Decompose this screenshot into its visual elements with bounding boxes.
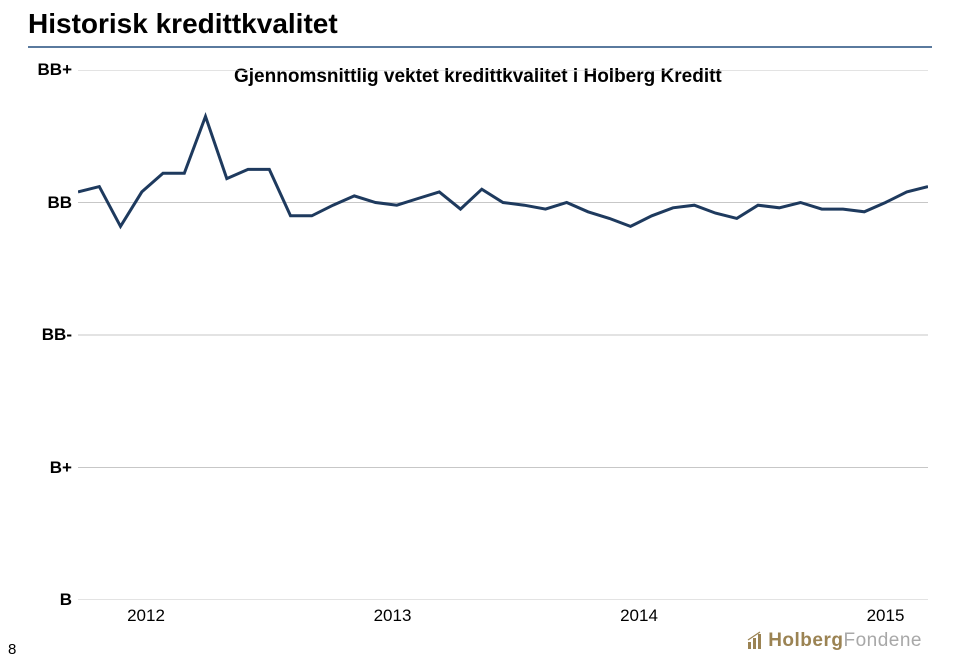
logo-text: HolbergFondene: [768, 630, 922, 652]
logo-icon: [746, 631, 766, 651]
y-tick-label: B: [60, 590, 72, 610]
y-axis: BB+BBBB-B+B: [28, 70, 76, 600]
x-tick-label: 2012: [127, 606, 165, 626]
x-axis: 2012 2013 2014 2015: [78, 606, 928, 630]
y-tick-label: BB: [47, 193, 72, 213]
y-tick-label: B+: [50, 458, 72, 478]
y-tick-label: BB+: [38, 60, 72, 80]
x-tick-label: 2015: [867, 606, 905, 626]
series-line: [78, 116, 928, 226]
plot-area: [78, 70, 928, 600]
x-tick-label: 2013: [374, 606, 412, 626]
line-chart-svg: [78, 70, 928, 600]
logo: HolbergFondene: [746, 630, 922, 652]
x-tick-label: 2014: [620, 606, 658, 626]
title-rule: [28, 46, 932, 48]
y-tick-label: BB-: [42, 325, 72, 345]
credit-quality-chart: Gjennomsnittlig vektet kredittkvalitet i…: [78, 70, 928, 600]
page-title: Historisk kredittkvalitet: [28, 8, 338, 40]
page-number: 8: [8, 641, 16, 658]
